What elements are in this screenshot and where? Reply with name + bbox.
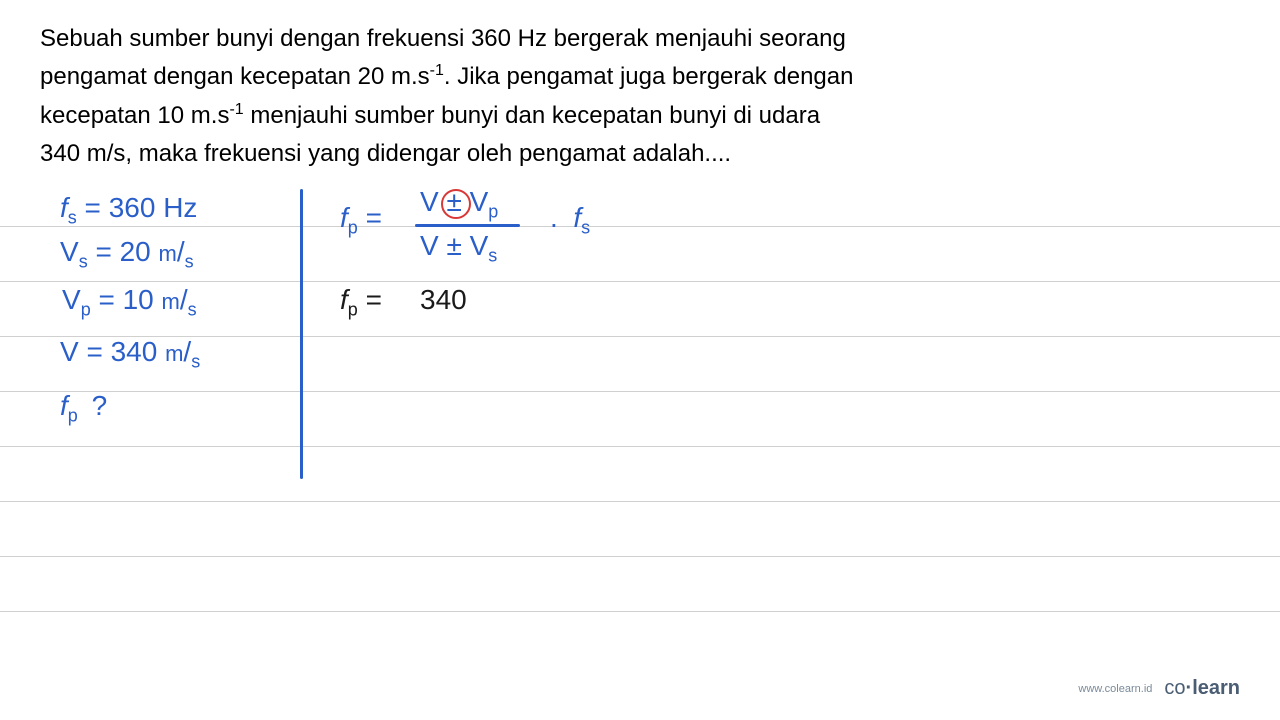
given-fs: fs = 360 Hz xyxy=(60,192,197,229)
ruled-line xyxy=(0,611,1280,612)
ruled-line xyxy=(0,391,1280,392)
find-fp: fp ? xyxy=(60,390,107,427)
red-circle-highlight xyxy=(441,189,471,219)
given-vs: Vs = 20 m/s xyxy=(60,236,194,273)
problem-line-3: kecepatan 10 m.s-1 menjauhi sumber bunyi… xyxy=(40,97,1240,135)
calc-value: 340 xyxy=(420,284,467,316)
fraction-line xyxy=(415,224,520,227)
ruled-line xyxy=(0,501,1280,502)
ruled-line xyxy=(0,446,1280,447)
problem-statement: Sebuah sumber bunyi dengan frekuensi 360… xyxy=(0,0,1280,184)
calc-lhs: fp = xyxy=(340,284,382,321)
footer-url: www.colearn.id xyxy=(1078,683,1152,695)
problem-line-2: pengamat dengan kecepatan 20 m.s-1. Jika… xyxy=(40,58,1240,96)
workspace: fs = 360 Hz Vs = 20 m/s Vp = 10 m/s V = … xyxy=(0,184,1280,704)
footer-logo: co·learn xyxy=(1164,677,1240,700)
given-vp: Vp = 10 m/s xyxy=(62,284,197,321)
ruled-line xyxy=(0,281,1280,282)
divider-line xyxy=(300,189,303,479)
formula-denominator: V ± Vs xyxy=(420,230,497,267)
given-v: V = 340 m/s xyxy=(60,336,200,373)
problem-line-1: Sebuah sumber bunyi dengan frekuensi 360… xyxy=(40,20,1240,58)
footer: www.colearn.id co·learn xyxy=(1078,677,1240,700)
formula-lhs: fp = xyxy=(340,202,382,239)
formula-multiply-fs: . fs xyxy=(550,202,590,239)
problem-line-4: 340 m/s, maka frekuensi yang didengar ol… xyxy=(40,135,1240,173)
ruled-line xyxy=(0,556,1280,557)
